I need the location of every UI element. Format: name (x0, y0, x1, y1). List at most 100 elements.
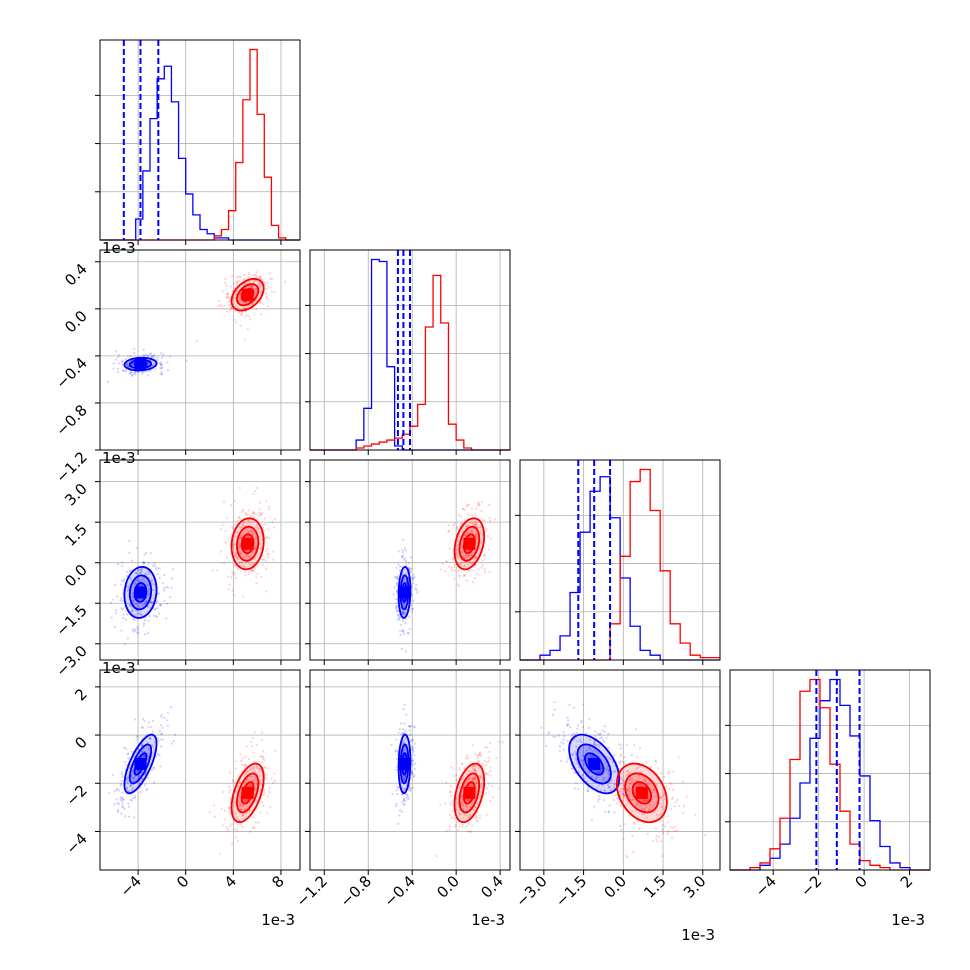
set_a-sample-point (400, 732, 403, 736)
set_a-sample-point (587, 770, 591, 774)
set_b-sample-point (653, 803, 656, 806)
set_b-sample-point (465, 524, 468, 527)
set_a-sample-point (135, 579, 138, 582)
set_b-sample-point (643, 813, 646, 816)
set_a-sample-point (133, 347, 136, 350)
set_b-sample-point (475, 820, 479, 823)
set_a-sample-point (145, 600, 148, 603)
set_a-sample-point (153, 608, 156, 611)
set_b-sample-point (255, 308, 258, 311)
y-tick-label: 0.0 (61, 307, 91, 337)
set_b-sample-point (233, 828, 236, 831)
set_b-sample-point (622, 793, 626, 796)
set_b-sample-point (458, 825, 461, 828)
set_a-sample-point (593, 743, 596, 746)
set_b-sample-point (484, 745, 487, 749)
set_a-sample-point (131, 789, 134, 792)
set_b-sample-point (478, 817, 482, 820)
set_a-sample-point (126, 365, 130, 368)
set_a-sample-point (157, 612, 161, 615)
set_a-sample-point (395, 605, 398, 608)
set_a-sample-point (404, 787, 407, 791)
set_b-sample-point (233, 318, 236, 322)
set_a-sample-point (129, 784, 132, 787)
set_b-sample-point (472, 809, 476, 812)
set_b-sample-point (265, 590, 268, 593)
set_b-sample-point (249, 514, 252, 518)
set_b-sample-point (461, 801, 464, 804)
set_b-sample-point (466, 505, 469, 508)
set_a-sample-point (135, 572, 138, 575)
set_b-sample-point (219, 528, 222, 531)
set_b-sample-point (468, 770, 471, 773)
set_b-sample-point (255, 274, 258, 277)
set_b-sample-point (256, 744, 259, 747)
set_b-sample-point (257, 527, 260, 531)
set_b-sample-point (234, 836, 238, 839)
set_b-sample-point (244, 301, 247, 304)
set_b-sample-point (445, 560, 448, 564)
set_b-sample-point (258, 276, 262, 279)
set_a-sample-point (124, 358, 127, 361)
set_b-sample-point (233, 571, 236, 575)
set_a-sample-point (581, 773, 585, 776)
set_a-sample-point (154, 568, 158, 571)
set_b-sample-point (258, 282, 262, 286)
set_a-sample-point (566, 739, 569, 742)
set_a-sample-point (565, 724, 569, 727)
set_b-sample-point (449, 803, 452, 806)
set_a-sample-point (119, 782, 123, 785)
set_b-sample-point (266, 535, 269, 539)
set_a-sample-point (619, 760, 623, 763)
set_b-sample-point (485, 764, 488, 767)
set_b-sample-point (631, 778, 634, 781)
set_b-sample-point (479, 752, 482, 755)
set_a-sample-point (593, 805, 596, 808)
set_a-sample-point (143, 601, 146, 604)
set_b-sample-point (239, 822, 243, 825)
set_a-sample-point (160, 371, 163, 374)
set_a-sample-point (131, 772, 135, 775)
set_b-sample-point (471, 777, 474, 780)
set_b-sample-point (638, 827, 641, 830)
set_a-sample-point (136, 632, 139, 635)
set_b-sample-point (467, 777, 471, 780)
set_b-sample-point (250, 530, 254, 533)
set_b-sample-point (273, 779, 277, 782)
set_b-sample-point (270, 290, 273, 293)
set_b-sample-point (255, 288, 258, 291)
set_b-sample-point (264, 559, 267, 562)
set_b-sample-point (620, 828, 623, 832)
set_b-sample-point (247, 769, 250, 772)
set_b-sample-point (453, 774, 456, 778)
set_b-sample-point (645, 761, 648, 764)
set_a-sample-point (121, 805, 124, 808)
set_a-sample-point (163, 589, 166, 592)
set_a-sample-point (115, 611, 118, 614)
set_b-sample-point (233, 499, 237, 502)
set_b-sample-point (255, 576, 258, 579)
contours-p2-p4 (397, 733, 486, 824)
set_b-sample-point (244, 773, 247, 776)
set_a-sample-point (607, 732, 610, 735)
set_b-density-peak (635, 786, 648, 799)
set_b-sample-point (453, 825, 456, 828)
set_b-sample-point (234, 321, 238, 324)
set_b-sample-point (488, 517, 491, 520)
set_b-sample-point (234, 523, 237, 526)
set_b-sample-point (255, 526, 258, 529)
set_a-sample-point (119, 796, 122, 799)
grid-layer (100, 40, 930, 870)
set_a-sample-point (137, 631, 140, 634)
set_a-sample-point (412, 748, 415, 751)
set_b-sample-point (486, 787, 489, 790)
set_b-sample-point (228, 785, 231, 788)
set_b-sample-point (670, 836, 674, 839)
set_b-sample-point (652, 811, 655, 814)
set_a-sample-point (607, 785, 610, 789)
set_a-sample-point (628, 790, 631, 793)
set_a-sample-point (588, 738, 591, 741)
set_b-sample-point (240, 313, 243, 316)
set_a-sample-point (140, 567, 143, 571)
set_a-sample-point (153, 781, 156, 784)
